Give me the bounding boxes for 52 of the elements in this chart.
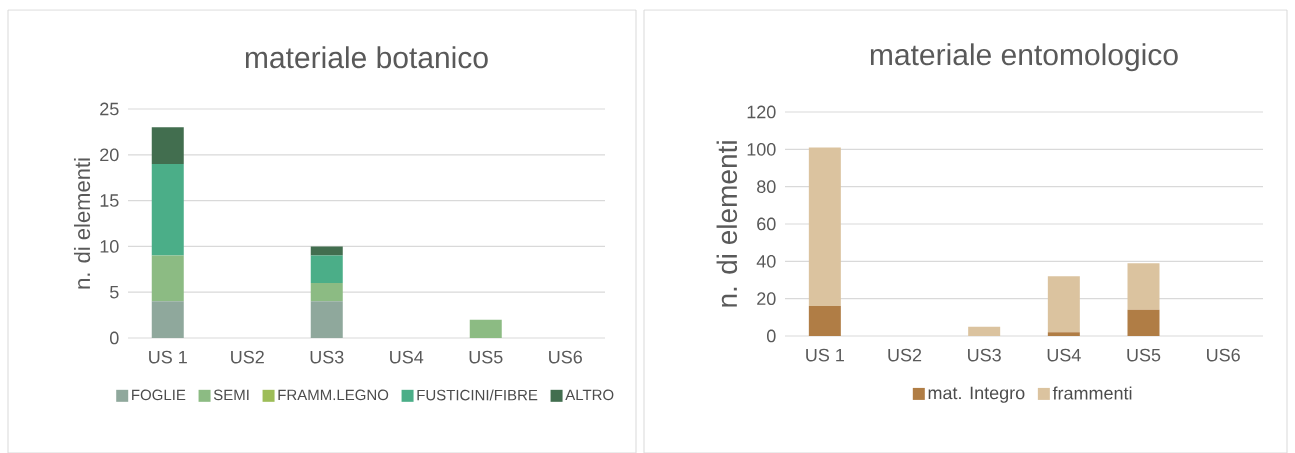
y-tick-label: 15 xyxy=(100,194,119,207)
bar xyxy=(968,326,1001,336)
x-tick-label: US6 xyxy=(549,350,582,364)
bar xyxy=(808,147,841,306)
x-tick-label: US4 xyxy=(390,350,424,364)
x-tick-label: US5 xyxy=(469,350,503,364)
legend-label: ALTRO xyxy=(565,389,614,400)
y-tick-label: 5 xyxy=(110,285,119,299)
bar xyxy=(1047,332,1080,336)
bar xyxy=(151,127,184,164)
bar xyxy=(310,246,343,256)
y-axis-title: n. di elementi xyxy=(716,141,738,307)
y-tick-label: 60 xyxy=(757,217,776,231)
x-tick-label: US2 xyxy=(888,348,922,362)
legend-label: frammenti xyxy=(1052,386,1132,400)
bar xyxy=(808,305,841,336)
y-tick-label: 0 xyxy=(110,331,119,345)
x-tick-label: US 1 xyxy=(149,350,187,364)
bar xyxy=(469,319,502,338)
legend-label: FUSTICINI/FIBRE xyxy=(417,389,538,401)
bar xyxy=(151,255,184,302)
x-tick-label: US3 xyxy=(310,350,344,364)
x-tick-label: US3 xyxy=(968,348,1001,362)
y-tick-label: 0 xyxy=(767,329,776,343)
y-tick-label: 20 xyxy=(757,292,776,305)
y-tick-label: 100 xyxy=(747,142,776,156)
bar xyxy=(310,282,343,302)
legend-label: SEMI xyxy=(213,389,249,400)
legend-label: FRAMM.LEGNO xyxy=(278,389,389,400)
y-tick-label: 120 xyxy=(747,105,776,119)
chart-title: materiale botanico xyxy=(245,46,488,69)
bar xyxy=(310,255,343,283)
x-tick-label: US2 xyxy=(231,350,264,364)
y-tick-label: 20 xyxy=(100,148,119,161)
bar xyxy=(151,301,184,338)
bar xyxy=(1047,276,1080,333)
chart-title: materiale entomologico xyxy=(870,43,1178,72)
legend-label: FOGLIE xyxy=(132,389,186,400)
y-tick-label: 40 xyxy=(756,254,776,268)
y-tick-label: 25 xyxy=(100,102,119,116)
bar xyxy=(151,163,184,256)
legend-label: mat. Integro xyxy=(928,386,1025,403)
bar xyxy=(1127,309,1160,336)
x-tick-label: US4 xyxy=(1047,348,1081,362)
x-tick-label: US6 xyxy=(1207,348,1240,362)
x-tick-label: US5 xyxy=(1127,348,1161,362)
x-tick-label: US 1 xyxy=(806,348,844,362)
bar xyxy=(1127,262,1160,310)
y-tick-label: 10 xyxy=(100,239,119,253)
y-tick-label: 80 xyxy=(757,180,776,193)
bar xyxy=(310,301,343,338)
y-axis-title: n. di elementi xyxy=(73,158,91,289)
